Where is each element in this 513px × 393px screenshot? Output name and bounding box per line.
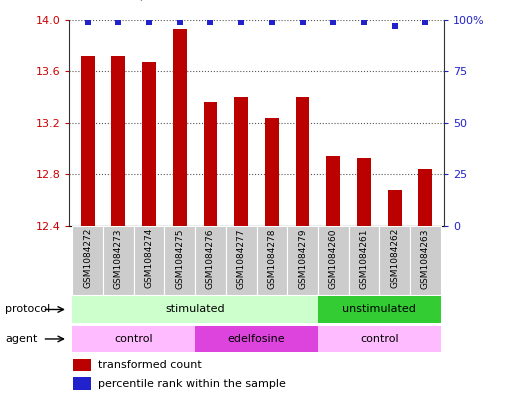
Bar: [73, 359, 91, 371]
Bar: [388, 190, 402, 226]
Bar: [103, 226, 134, 295]
Point: [268, 18, 276, 25]
Point: [175, 18, 184, 25]
Bar: [73, 377, 91, 390]
Bar: [173, 29, 187, 226]
Bar: [318, 226, 349, 295]
Point: [114, 18, 123, 25]
Text: stimulated: stimulated: [165, 305, 225, 314]
Point: [390, 23, 399, 29]
Text: protocol: protocol: [5, 305, 50, 314]
Bar: [419, 169, 432, 226]
Text: GSM1084261: GSM1084261: [360, 228, 368, 288]
Bar: [295, 97, 309, 226]
Bar: [72, 326, 195, 352]
Bar: [142, 62, 156, 226]
Point: [145, 18, 153, 25]
Bar: [81, 56, 94, 226]
Bar: [349, 226, 379, 295]
Bar: [226, 226, 256, 295]
Bar: [195, 326, 318, 352]
Bar: [111, 56, 125, 226]
Bar: [164, 226, 195, 295]
Text: GSM1084278: GSM1084278: [267, 228, 277, 288]
Bar: [265, 118, 279, 226]
Bar: [318, 326, 441, 352]
Bar: [256, 226, 287, 295]
Text: unstimulated: unstimulated: [342, 305, 416, 314]
Point: [84, 18, 92, 25]
Text: GSM1084276: GSM1084276: [206, 228, 215, 288]
Point: [206, 18, 214, 25]
Text: agent: agent: [5, 334, 37, 344]
Point: [237, 18, 245, 25]
Text: GDS5544 / 7895610: GDS5544 / 7895610: [74, 0, 209, 2]
Point: [421, 18, 429, 25]
Bar: [195, 226, 226, 295]
Text: GSM1084263: GSM1084263: [421, 228, 430, 288]
Bar: [379, 226, 410, 295]
Bar: [410, 226, 441, 295]
Text: transformed count: transformed count: [98, 360, 202, 370]
Bar: [134, 226, 164, 295]
Text: GSM1084277: GSM1084277: [236, 228, 246, 288]
Text: GSM1084272: GSM1084272: [83, 228, 92, 288]
Text: GSM1084260: GSM1084260: [329, 228, 338, 288]
Bar: [204, 102, 218, 226]
Bar: [72, 296, 318, 323]
Point: [360, 18, 368, 25]
Text: GSM1084275: GSM1084275: [175, 228, 184, 288]
Text: control: control: [114, 334, 153, 344]
Text: GSM1084262: GSM1084262: [390, 228, 399, 288]
Bar: [326, 156, 340, 226]
Point: [329, 18, 338, 25]
Text: percentile rank within the sample: percentile rank within the sample: [98, 378, 286, 389]
Text: GSM1084274: GSM1084274: [145, 228, 153, 288]
Point: [299, 18, 307, 25]
Text: edelfosine: edelfosine: [228, 334, 285, 344]
Text: control: control: [360, 334, 399, 344]
Bar: [72, 226, 103, 295]
Text: GSM1084273: GSM1084273: [114, 228, 123, 288]
Bar: [357, 158, 371, 226]
Text: GSM1084279: GSM1084279: [298, 228, 307, 288]
Bar: [234, 97, 248, 226]
Bar: [318, 296, 441, 323]
Bar: [287, 226, 318, 295]
